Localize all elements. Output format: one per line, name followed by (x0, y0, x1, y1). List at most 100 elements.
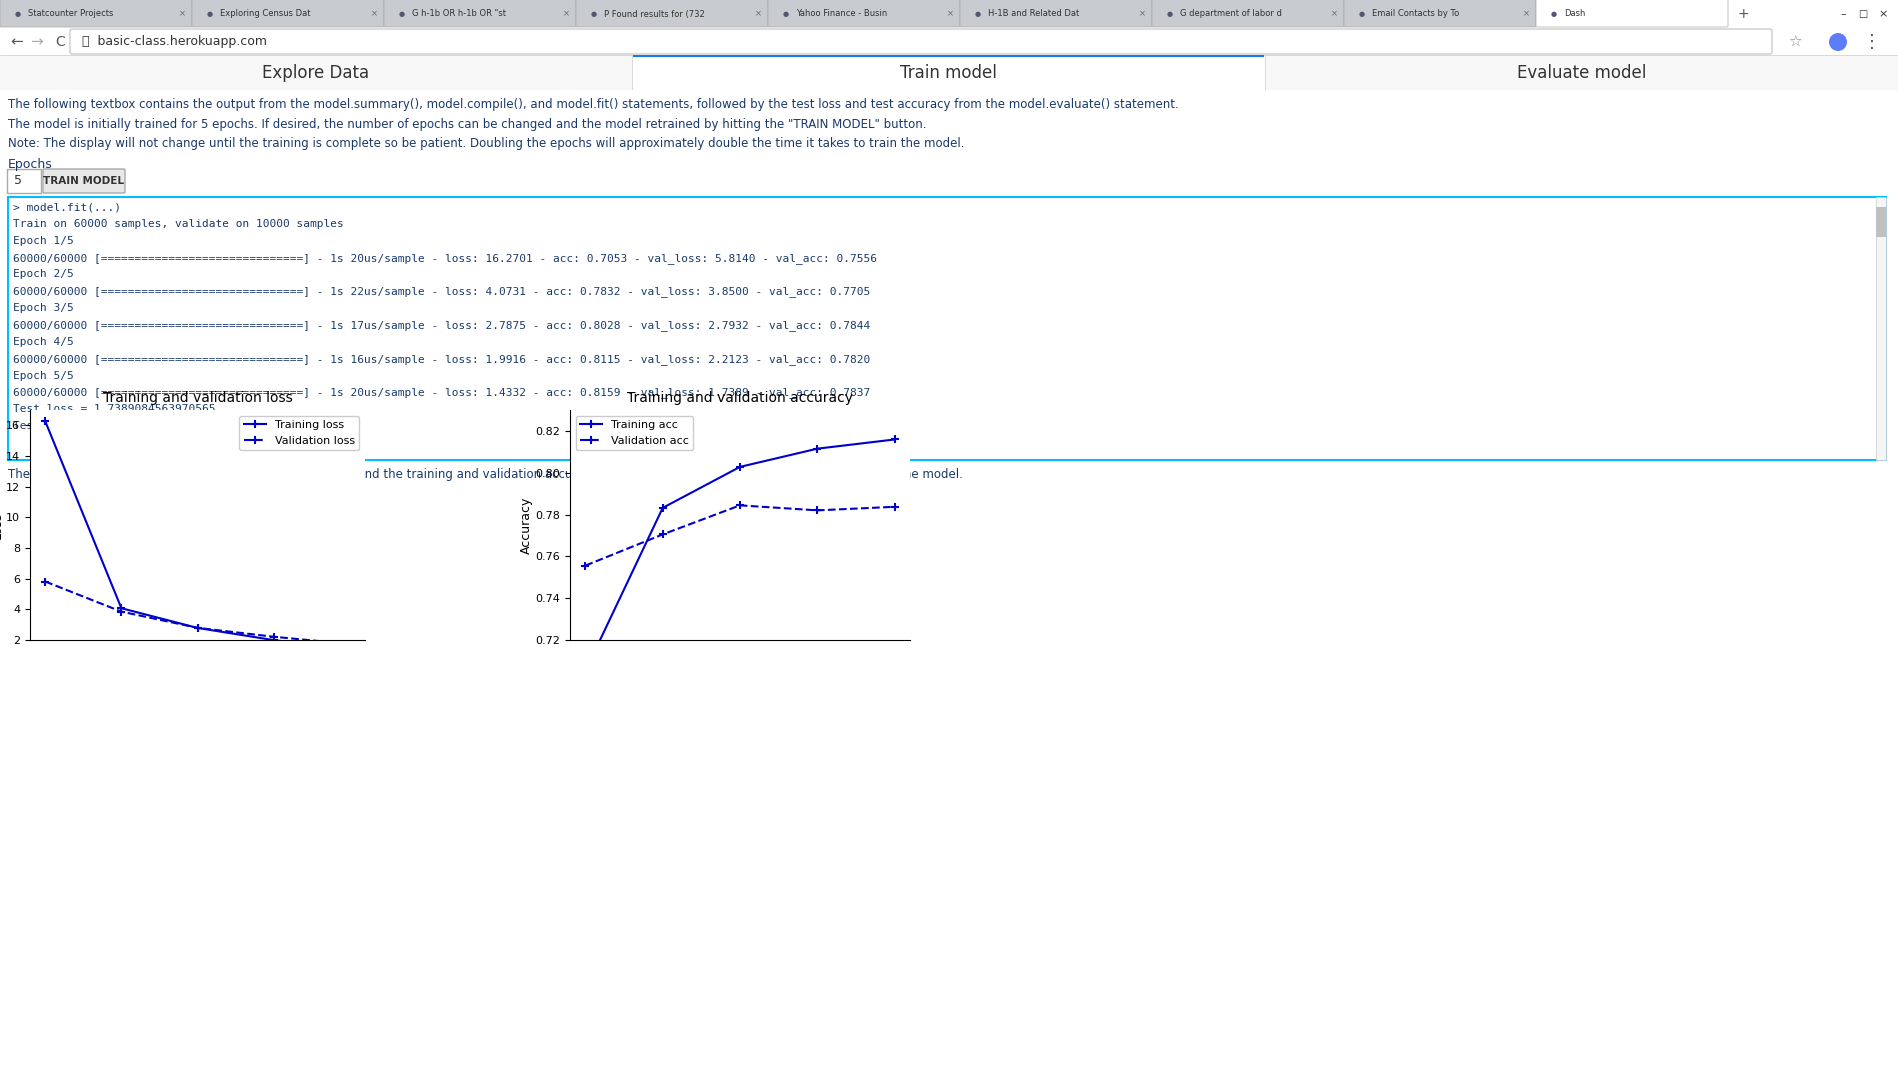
Text: 5: 5 (13, 175, 23, 188)
Text: ×: × (755, 10, 761, 18)
FancyBboxPatch shape (44, 169, 125, 193)
Text: ×: × (1139, 10, 1146, 18)
Training acc (729, 461, 752, 474)
Validation acc (807, 504, 829, 517)
Bar (632, 55, 1264, 90)
Y-axis label: Accuracy: Accuracy (520, 496, 533, 554)
Text: The following graphs show the training and validation loss and the training and : The following graphs show the training a… (8, 468, 962, 481)
Validation acc (573, 559, 596, 572)
Text: Email Contacts by To: Email Contacts by To (1372, 10, 1460, 18)
Text: Yahoo Finance - Busin: Yahoo Finance - Busin (795, 10, 886, 18)
Bar (1875, 207, 1887, 237)
Training acc (807, 442, 829, 455)
Text: G h-1b OR h-1b OR "st: G h-1b OR h-1b OR "st (412, 10, 507, 18)
FancyBboxPatch shape (70, 29, 1773, 54)
Text: > model.fit(...): > model.fit(...) (13, 202, 121, 211)
Text: ⋮: ⋮ (1864, 33, 1881, 51)
Validation loss (262, 630, 285, 643)
Text: ●: ● (399, 11, 404, 17)
Text: ●: ● (590, 11, 598, 17)
Training acc (651, 502, 674, 515)
Text: –: – (1841, 9, 1847, 19)
Text: 🔒  basic-class.herokuapp.com: 🔒 basic-class.herokuapp.com (82, 36, 268, 49)
FancyBboxPatch shape (192, 0, 383, 27)
Bar (0, 55, 632, 90)
FancyBboxPatch shape (8, 169, 42, 193)
Text: Epoch 4/5: Epoch 4/5 (13, 337, 74, 347)
Text: ●: ● (15, 11, 21, 17)
FancyBboxPatch shape (383, 0, 575, 27)
Text: C: C (55, 35, 65, 49)
Text: 60000/60000 [==============================] - 1s 17us/sample - loss: 2.7875 - a: 60000/60000 [===========================… (13, 320, 871, 331)
Text: ×: × (1522, 10, 1530, 18)
Validation loss (34, 575, 57, 588)
Validation acc (729, 498, 752, 511)
Bar (1264, 55, 1898, 90)
FancyBboxPatch shape (0, 0, 192, 27)
FancyBboxPatch shape (1152, 0, 1344, 27)
Text: +: + (1739, 6, 1750, 21)
Text: Note: The display will not change until the training is complete so be patient. : Note: The display will not change until … (8, 137, 964, 150)
Text: Statcounter Projects: Statcounter Projects (28, 10, 114, 18)
Text: ●: ● (207, 11, 213, 17)
Title: Training and validation loss: Training and validation loss (102, 391, 292, 405)
Legend: Training acc, Validation acc: Training acc, Validation acc (575, 415, 693, 450)
Text: Train model: Train model (900, 64, 996, 82)
FancyBboxPatch shape (1344, 0, 1535, 27)
Training loss (34, 414, 57, 427)
Text: H-1B and Related Dat: H-1B and Related Dat (989, 10, 1080, 18)
Text: Test loss = 1.7389084563970565: Test loss = 1.7389084563970565 (13, 405, 216, 414)
Text: 60000/60000 [==============================] - 1s 20us/sample - loss: 16.2701 - : 60000/60000 [===========================… (13, 252, 877, 263)
Text: ●: ● (1167, 11, 1173, 17)
Validation loss (186, 622, 209, 634)
FancyBboxPatch shape (960, 0, 1152, 27)
Circle shape (1830, 33, 1847, 51)
Text: ×: × (947, 10, 953, 18)
Bar (1875, 197, 1887, 460)
Text: Explore Data: Explore Data (262, 64, 370, 82)
FancyBboxPatch shape (769, 0, 960, 27)
Validation acc (883, 501, 905, 514)
Text: ●: ● (1359, 11, 1365, 17)
Training loss (110, 602, 133, 615)
Text: ☆: ☆ (1788, 35, 1801, 50)
Validation loss (110, 605, 133, 618)
Text: Train on 60000 samples, validate on 10000 samples: Train on 60000 samples, validate on 1000… (13, 219, 344, 229)
Text: TRAIN MODEL: TRAIN MODEL (44, 176, 125, 186)
Text: Exploring Census Dat: Exploring Census Dat (220, 10, 311, 18)
Text: ●: ● (1551, 11, 1556, 17)
Text: □: □ (1858, 9, 1868, 19)
Line: Validation loss: Validation loss (42, 577, 353, 648)
Text: Dash: Dash (1564, 10, 1585, 18)
Validation loss (338, 638, 361, 651)
Text: ×: × (370, 10, 378, 18)
Text: The following textbox contains the output from the model.summary(), model.compil: The following textbox contains the outpu… (8, 98, 1179, 111)
Text: 60000/60000 [==============================] - 1s 20us/sample - loss: 1.4332 - a: 60000/60000 [===========================… (13, 387, 871, 398)
Text: Epochs: Epochs (8, 158, 53, 170)
Text: The model is initially trained for 5 epochs. If desired, the number of epochs ca: The model is initially trained for 5 epo… (8, 118, 926, 131)
Line: Training loss: Training loss (42, 416, 353, 653)
Text: Evaluate model: Evaluate model (1517, 64, 1646, 82)
Text: P Found results for (732: P Found results for (732 (604, 10, 704, 18)
Title: Training and validation accuracy: Training and validation accuracy (626, 391, 852, 405)
Validation acc (651, 528, 674, 541)
Text: →: → (30, 35, 44, 50)
FancyBboxPatch shape (575, 0, 769, 27)
Training acc (573, 665, 596, 678)
Text: 60000/60000 [==============================] - 1s 16us/sample - loss: 1.9916 - a: 60000/60000 [===========================… (13, 354, 871, 365)
Training loss (262, 633, 285, 646)
Line: Validation acc: Validation acc (581, 501, 900, 570)
Text: ←: ← (9, 35, 23, 50)
Y-axis label: Loss: Loss (0, 511, 4, 538)
Text: Epoch 2/5: Epoch 2/5 (13, 270, 74, 279)
Text: Epoch 1/5: Epoch 1/5 (13, 235, 74, 246)
Training loss (338, 642, 361, 655)
Line: Training acc: Training acc (581, 435, 900, 674)
Text: Test accuracy = 0.7837: Test accuracy = 0.7837 (13, 421, 161, 432)
Bar (8, 197, 1887, 460)
Text: ×: × (562, 10, 569, 18)
Text: ×: × (1879, 9, 1889, 19)
Training loss (186, 622, 209, 634)
Text: ×: × (178, 10, 186, 18)
FancyBboxPatch shape (1535, 0, 1727, 27)
